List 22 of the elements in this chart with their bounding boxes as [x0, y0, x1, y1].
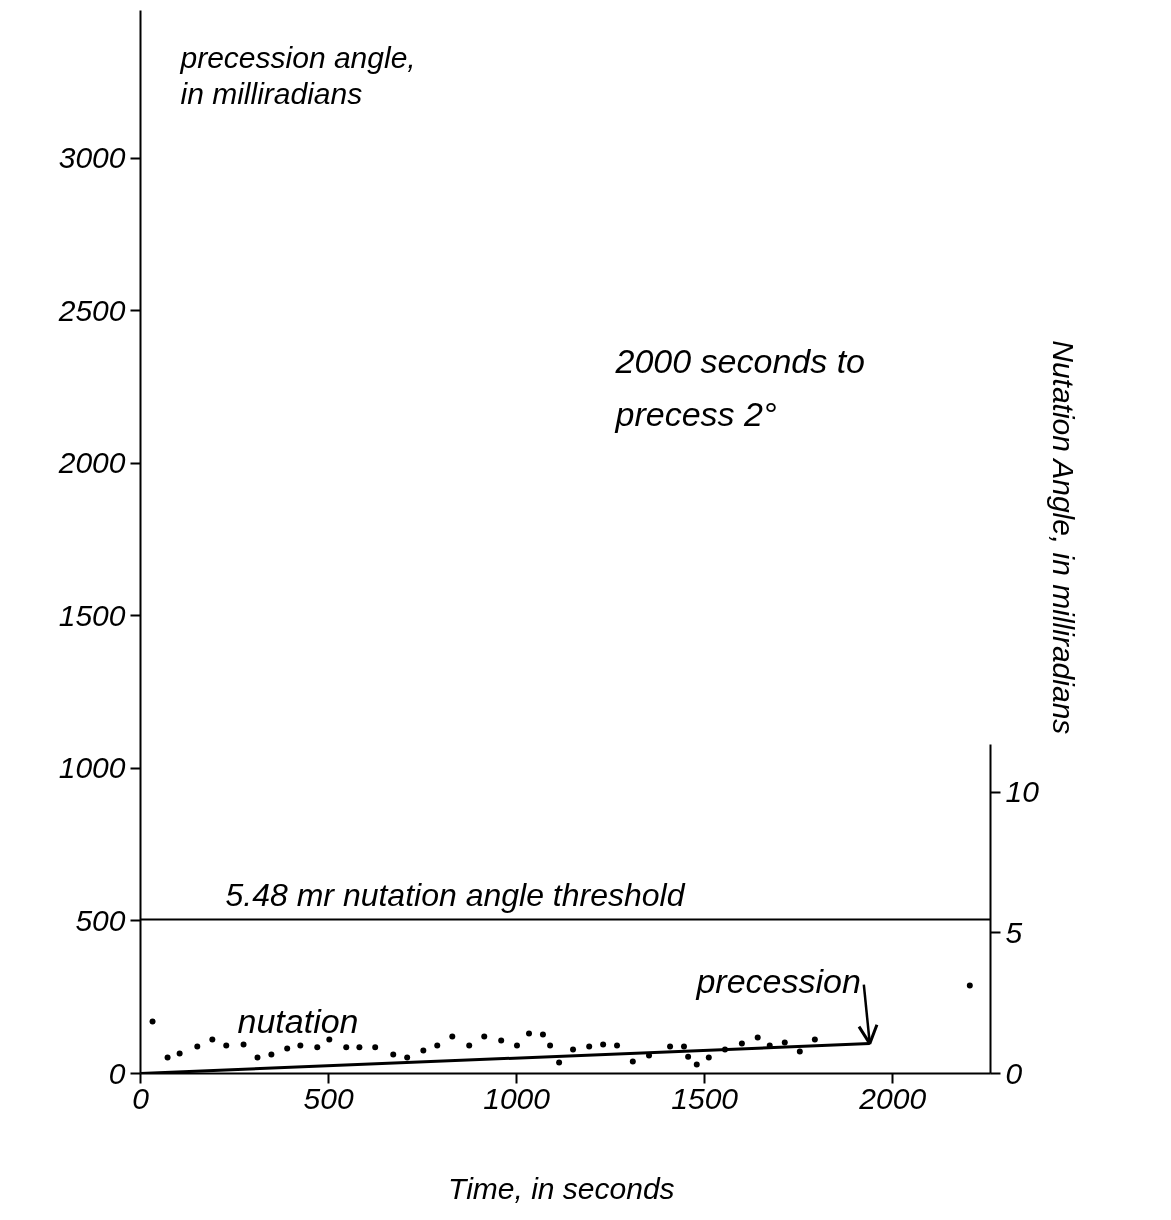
y-tick-label: 1500	[58, 598, 126, 632]
x-axis-title: Time, in seconds	[448, 1171, 675, 1205]
x-tick-label: 2000	[858, 1081, 927, 1115]
y-tick-label: 3000	[58, 141, 126, 175]
y2-axis-title: Nutation Angle, in milliradians	[1046, 340, 1080, 735]
x-tick-label: 1500	[671, 1081, 739, 1115]
x-tick-label: 1000	[483, 1081, 551, 1115]
series-label: precession	[695, 962, 861, 1001]
y-tick-label: 2000	[57, 446, 126, 480]
y2-tick-label: 0	[1005, 1056, 1023, 1090]
ref-line-label: 5.48 mr nutation angle threshold	[225, 877, 686, 914]
y-axis-title: precession angle, in milliradians	[179, 41, 416, 111]
y-tick-label: 500	[75, 903, 126, 937]
y-tick-label: 2500	[57, 293, 126, 327]
y-tick-label: 0	[108, 1056, 126, 1090]
y2-tick-label: 5	[1005, 915, 1023, 949]
x-tick-label: 500	[303, 1081, 354, 1115]
y-tick-label: 1000	[58, 751, 126, 785]
series-label: nutation	[237, 1002, 359, 1041]
y2-tick-label: 10	[1005, 775, 1040, 809]
annotation: 2000 seconds to precess 2°	[614, 342, 866, 434]
x-tick-label: 0	[132, 1081, 150, 1115]
